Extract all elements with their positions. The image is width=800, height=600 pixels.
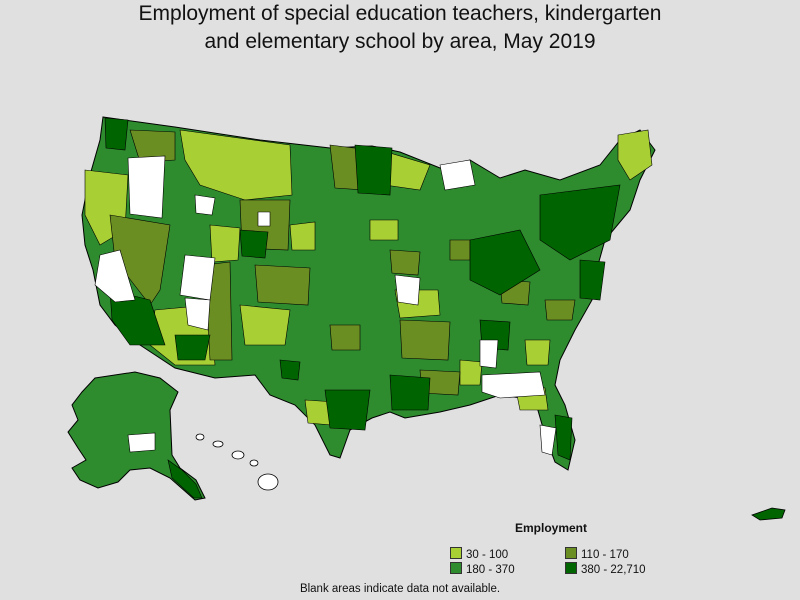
legend-item-110-170: 110 - 170 [565,547,629,561]
legend-swatch-110-170 [565,547,577,559]
no-data-regions [94,155,557,456]
hawaii-shape [195,433,279,491]
blank-areas-footnote: Blank areas indicate data not available. [299,583,501,595]
legend-class-110-170-regions [109,129,576,396]
map-title-line-1: Employment of special education teachers… [138,2,662,25]
legend-swatch-30-100 [450,547,462,559]
legend-item-380-22710: 380 - 22,710 [565,562,646,576]
alaska-dark-region [167,459,203,499]
legend-swatch-180-370 [450,562,462,574]
alaska-no-data-region [127,432,156,453]
legend-label-380-22710: 380 - 22,710 [581,564,646,576]
map-title: Employment of special education teachers… [0,0,800,56]
map-title-line-2: and elementary school by area, May 2019 [204,30,596,53]
legend-item-180-370: 180 - 370 [450,562,515,576]
legend-label-180-370: 180 - 370 [466,564,515,576]
legend-class-380-22710-regions [104,117,621,461]
legend-item-30-100: 30 - 100 [450,547,508,561]
legend-title: Employment [515,521,588,535]
legend-label-110-170: 110 - 170 [581,549,629,561]
legend-swatch-380-22710 [565,562,577,574]
legend-label-30-100: 30 - 100 [466,549,509,561]
puerto-rico-shape [751,507,786,521]
